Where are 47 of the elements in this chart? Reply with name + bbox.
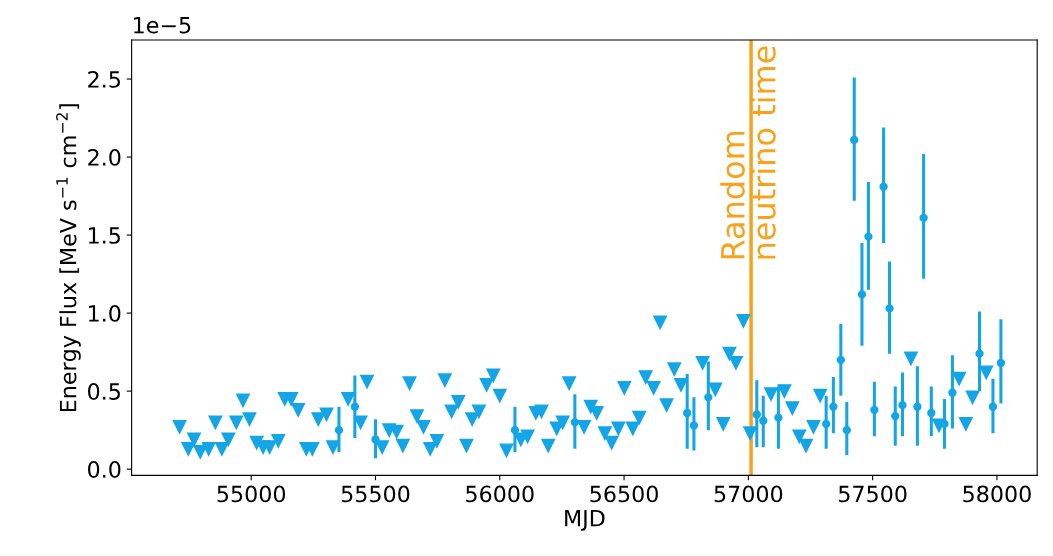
y-tick-label: 2.5	[88, 70, 120, 88]
point	[829, 402, 838, 411]
point	[836, 355, 845, 365]
point	[334, 425, 344, 435]
point	[927, 408, 936, 418]
point	[864, 232, 873, 241]
x-tick-label: 55000	[217, 485, 286, 503]
point	[996, 358, 1006, 368]
point	[879, 182, 888, 191]
y-tick-label: 0.0	[88, 461, 121, 478]
point	[752, 410, 761, 419]
x-tick-label: 56000	[466, 485, 534, 503]
x-axis-title: MJD	[565, 510, 605, 531]
text: 1e−5	[134, 17, 191, 34]
point	[870, 405, 879, 415]
point	[704, 393, 713, 402]
point	[510, 425, 520, 435]
x-tick-label: 57000	[714, 485, 783, 503]
point	[975, 349, 984, 358]
y-tick-label: 0.5	[88, 383, 120, 400]
ref-line-label: Random neutrino time	[720, 46, 776, 259]
y-tick-label: 1.5	[89, 227, 120, 244]
y-axis-title: Energy Flux [MeV s$^{−1}$ cm$^{−2}$]	[56, 104, 81, 412]
point	[885, 304, 894, 313]
x-tick-label: 58000	[963, 485, 1031, 503]
point	[919, 213, 928, 223]
point	[570, 418, 580, 427]
point	[988, 402, 998, 411]
point	[821, 419, 831, 429]
point	[850, 135, 859, 145]
point	[774, 413, 783, 422]
y-tick-label: 2.0	[88, 149, 121, 166]
point	[857, 290, 867, 299]
point	[371, 435, 380, 444]
point	[350, 402, 360, 411]
point	[948, 388, 957, 397]
point	[842, 425, 851, 435]
point	[913, 402, 922, 411]
point	[759, 416, 768, 425]
x-tick-label: 56500	[590, 485, 658, 503]
x-tick-label: 57500	[839, 485, 907, 503]
point	[689, 421, 699, 430]
y-tick-label: 1.0	[89, 305, 121, 322]
point	[683, 408, 692, 418]
x-tick-label: 55500	[341, 485, 410, 503]
point	[898, 400, 907, 410]
point	[891, 411, 900, 421]
